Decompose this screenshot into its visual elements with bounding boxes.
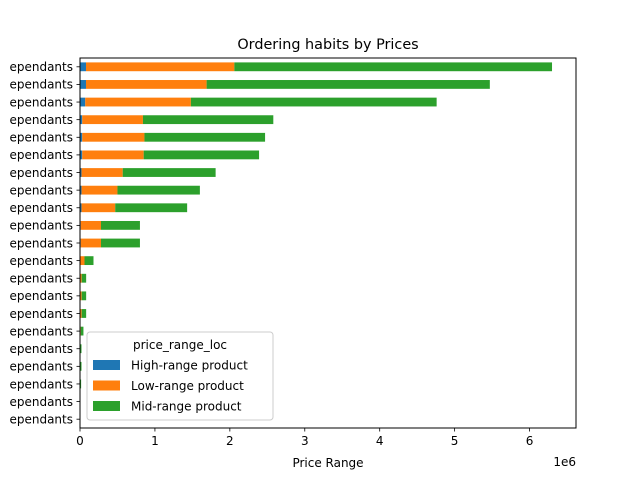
bar-segment (80, 132, 83, 142)
bar-segment (80, 97, 86, 107)
x-tick-label: 0 (76, 434, 84, 448)
x-tick-label: 6 (526, 434, 534, 448)
y-tick-label: ependants (9, 183, 73, 197)
y-tick-label: ependants (9, 78, 73, 92)
y-tick-label: ependants (9, 219, 73, 233)
y-tick-label: ependants (9, 148, 73, 162)
bar-segment (82, 132, 145, 142)
bar-segment (80, 203, 82, 213)
bar-segment (80, 273, 82, 283)
bar-segment (80, 326, 84, 336)
x-axis-offset-label: 1e6 (553, 455, 576, 469)
legend-swatch (93, 401, 120, 411)
y-tick-label: ependants (9, 113, 73, 127)
bar-segment (122, 168, 216, 177)
bar-segment (81, 273, 87, 283)
legend-title: price_range_loc (133, 338, 227, 352)
bar-segment (115, 203, 188, 213)
y-tick-label: ependants (9, 360, 73, 374)
x-tick-label: 1 (151, 434, 159, 448)
bar-segment (80, 168, 82, 177)
bar-segment (80, 220, 101, 230)
bar-segment (80, 80, 86, 89)
legend-label: Low-range product (131, 379, 244, 393)
y-tick-label: ependants (9, 236, 73, 250)
legend-box (86, 331, 274, 421)
legend: price_range_loc High-range product Low-ra… (86, 331, 274, 421)
y-tick-label: ependants (9, 377, 73, 391)
bar-segment (142, 115, 274, 125)
bar-segment (81, 185, 118, 195)
legend-items: High-range product Low-range product Mid-r… (93, 359, 248, 414)
bar-segment (80, 62, 86, 72)
bar-segment (80, 238, 101, 248)
chart-title: Ordering habits by Prices (237, 37, 418, 53)
bar-segment (84, 256, 94, 266)
y-tick-label: ependants (9, 395, 73, 409)
bar-segment (234, 62, 553, 72)
y-tick-label: ependants (9, 201, 73, 215)
bar-segment (100, 220, 140, 230)
y-tick-label: ependants (9, 272, 73, 286)
y-tick-label: ependants (9, 412, 73, 426)
bar-segment (206, 80, 490, 89)
bar-segment (85, 62, 235, 72)
legend-label: Mid-range product (131, 400, 242, 414)
x-tick-label: 4 (376, 434, 384, 448)
legend-swatch (93, 380, 120, 391)
bar-segment (190, 97, 437, 107)
y-axis-ticks: ependants ependants ependants ependants epen… (9, 60, 80, 426)
bar-segment (80, 344, 82, 354)
bar-segment (80, 185, 82, 195)
y-tick-label: ependants (9, 324, 73, 338)
bar-segment (85, 97, 191, 107)
bar-segment (100, 238, 140, 248)
legend-swatch (93, 360, 120, 370)
x-tick-label: 3 (301, 434, 309, 448)
plot-frame (79, 57, 577, 429)
bar-segment (82, 150, 144, 160)
y-tick-label: ependants (9, 131, 73, 145)
bar-segment (85, 80, 207, 89)
x-tick-label: 5 (451, 434, 459, 448)
bar-segment (81, 168, 123, 177)
y-tick-label: ependants (9, 254, 73, 268)
bar-segment (80, 379, 82, 389)
bar-segment (80, 256, 85, 266)
bar-segment (81, 309, 87, 318)
bar-segment (144, 132, 266, 142)
bar-segment (81, 203, 116, 213)
x-axis-ticks: 0 1 2 3 4 5 6 (76, 428, 533, 448)
x-axis-label: Price Range (292, 456, 363, 470)
y-tick-label: ependants (9, 289, 73, 303)
x-tick-label: 2 (226, 434, 234, 448)
y-tick-label: ependants (9, 95, 73, 109)
y-tick-label: ependants (9, 307, 73, 321)
legend-label: High-range product (131, 359, 248, 373)
bars (80, 62, 553, 424)
bar-segment (80, 150, 83, 160)
bar-segment (80, 291, 82, 301)
bar-segment (82, 115, 143, 125)
y-tick-label: ependants (9, 166, 73, 180)
bar-segment (117, 185, 200, 195)
bar-segment (81, 291, 87, 301)
y-tick-label: ependants (9, 342, 73, 356)
bar-segment (80, 309, 82, 318)
bar-segment (80, 115, 83, 125)
y-tick-label: ependants (9, 60, 73, 74)
bar-segment (143, 150, 260, 160)
bar-segment (80, 361, 82, 371)
